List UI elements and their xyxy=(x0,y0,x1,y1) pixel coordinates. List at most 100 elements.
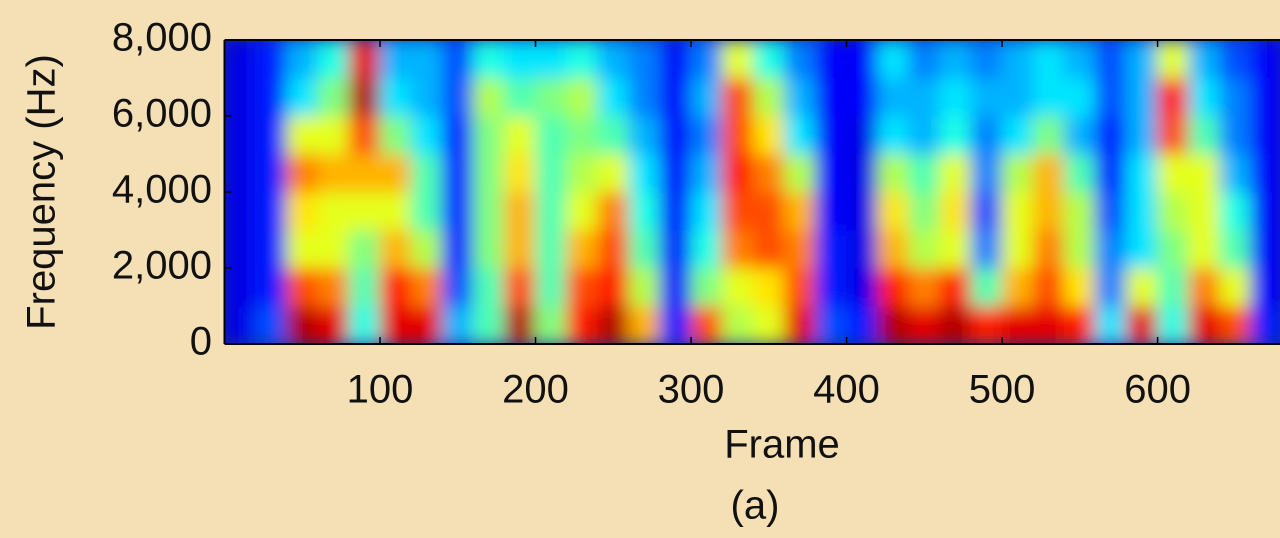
heatmap-cell xyxy=(442,154,474,193)
heatmap-cell xyxy=(691,192,723,231)
heatmap-cell xyxy=(1064,40,1096,79)
heatmap-cell xyxy=(597,40,629,79)
heatmap-cell xyxy=(970,230,1002,269)
heatmap-cell xyxy=(722,116,754,155)
heatmap-cell xyxy=(597,306,629,345)
heatmap-cell xyxy=(753,306,785,345)
heatmap-cell xyxy=(939,154,971,193)
heatmap-cell xyxy=(348,154,380,193)
heatmap-cell xyxy=(970,154,1002,193)
heatmap-cell xyxy=(722,268,754,307)
heatmap-cell xyxy=(380,40,412,79)
heatmap-cell xyxy=(784,192,816,231)
heatmap-cell xyxy=(1157,268,1189,307)
heatmap-cell xyxy=(1157,306,1189,345)
caption: (a) xyxy=(731,484,780,528)
heatmap-cell xyxy=(691,154,723,193)
heatmap-cell xyxy=(473,116,505,155)
heatmap-cell xyxy=(535,154,567,193)
plot-area xyxy=(224,40,1280,345)
heatmap-cell xyxy=(1188,154,1220,193)
heatmap-cell xyxy=(411,78,443,117)
heatmap-cell xyxy=(784,40,816,79)
heatmap-cell xyxy=(224,230,256,269)
heatmap-cell xyxy=(1157,40,1189,79)
heatmap-cell xyxy=(722,40,754,79)
heatmap-cell xyxy=(1157,154,1189,193)
heatmap-cell xyxy=(411,192,443,231)
heatmap-cell xyxy=(473,40,505,79)
heatmap-cell xyxy=(1126,230,1158,269)
heatmap-cell xyxy=(815,116,847,155)
heatmap-cell xyxy=(753,192,785,231)
heatmap-cell xyxy=(535,230,567,269)
heatmap-cell xyxy=(1095,192,1127,231)
heatmap-cell xyxy=(970,268,1002,307)
heatmap-cell xyxy=(628,306,660,345)
heatmap-cell xyxy=(970,40,1002,79)
heatmap-cell xyxy=(442,268,474,307)
heatmap-cell xyxy=(1219,40,1251,79)
heatmap-cell xyxy=(722,192,754,231)
heatmap-cell xyxy=(286,40,318,79)
heatmap-cell xyxy=(659,268,691,307)
heatmap-cell xyxy=(1188,78,1220,117)
heatmap-cell xyxy=(224,154,256,193)
heatmap-cell xyxy=(286,268,318,307)
heatmap-cell xyxy=(877,78,909,117)
heatmap-cell xyxy=(1126,40,1158,79)
heatmap-cell xyxy=(659,40,691,79)
heatmap-cell xyxy=(597,230,629,269)
heatmap-cell xyxy=(255,192,287,231)
heatmap-cell xyxy=(1188,116,1220,155)
heatmap-cell xyxy=(535,40,567,79)
heatmap-cell xyxy=(815,268,847,307)
heatmap-cell xyxy=(908,192,940,231)
heatmap-cell xyxy=(1064,116,1096,155)
heatmap-cell xyxy=(877,40,909,79)
heatmap-cell xyxy=(1250,116,1280,155)
heatmap-cell xyxy=(1002,192,1034,231)
heatmap-cell xyxy=(442,78,474,117)
heatmap-cell xyxy=(1002,230,1034,269)
heatmap-cell xyxy=(411,306,443,345)
heatmap-cell xyxy=(380,154,412,193)
heatmap-cell xyxy=(753,78,785,117)
heatmap-cell xyxy=(566,154,598,193)
heatmap-cell xyxy=(659,230,691,269)
heatmap-cell xyxy=(473,78,505,117)
heatmap-cell xyxy=(970,192,1002,231)
heatmap-cell xyxy=(1219,78,1251,117)
heatmap-cell xyxy=(877,154,909,193)
heatmap-cell xyxy=(255,230,287,269)
heatmap-cell xyxy=(846,154,878,193)
heatmap-cell xyxy=(504,40,536,79)
heatmap-cell xyxy=(597,192,629,231)
heatmap-cell xyxy=(1064,230,1096,269)
heatmap-cell xyxy=(255,154,287,193)
heatmap-cell xyxy=(411,268,443,307)
heatmap-cell xyxy=(1219,230,1251,269)
heatmap-cell xyxy=(970,116,1002,155)
heatmap-cell xyxy=(815,78,847,117)
heatmap-cell xyxy=(908,116,940,155)
heatmap-cell xyxy=(566,40,598,79)
heatmap-cell xyxy=(1033,40,1065,79)
heatmap-cell xyxy=(1250,230,1280,269)
heatmap-cell xyxy=(1188,192,1220,231)
x-axis-label: Frame xyxy=(724,423,840,467)
heatmap-cell xyxy=(1250,192,1280,231)
heatmap-cell xyxy=(224,78,256,117)
heatmap-cell xyxy=(504,78,536,117)
heatmap-cell xyxy=(846,230,878,269)
heatmap-cell xyxy=(255,306,287,345)
x-tick-label: 200 xyxy=(502,368,569,412)
heatmap-cell xyxy=(1157,230,1189,269)
heatmap-cell xyxy=(442,40,474,79)
heatmap-cell xyxy=(846,116,878,155)
heatmap-cell xyxy=(628,230,660,269)
y-tick-label: 0 xyxy=(190,320,212,364)
heatmap-cell xyxy=(815,230,847,269)
heatmap-cell xyxy=(659,306,691,345)
heatmap-cell xyxy=(659,154,691,193)
